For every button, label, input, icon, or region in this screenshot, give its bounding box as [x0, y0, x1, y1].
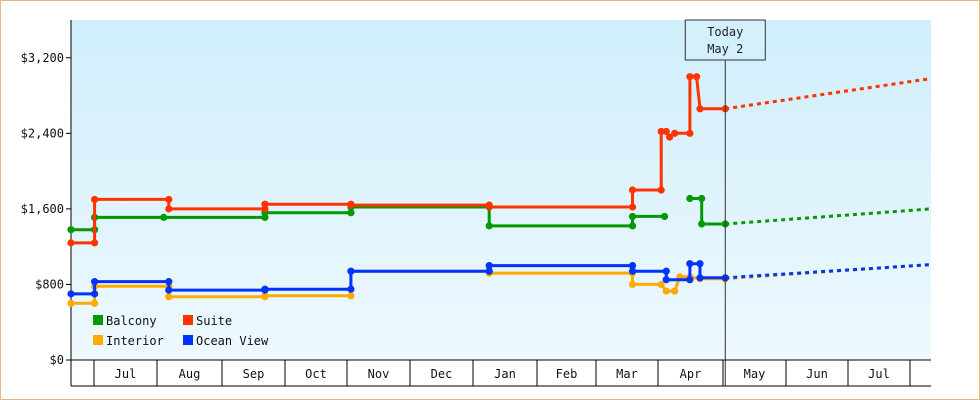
y-tick-label: $800 [35, 277, 64, 291]
x-tick-label: Jul [868, 367, 890, 381]
data-point-suite [67, 239, 75, 247]
x-tick-label: Nov [368, 367, 390, 381]
data-point-interior [261, 292, 269, 300]
x-tick-label: Sep [243, 367, 265, 381]
today-label: Today [707, 25, 743, 39]
data-point-balcony [686, 194, 694, 203]
data-point-ocean-view [67, 290, 75, 298]
data-point-suite [91, 195, 99, 204]
data-point-ocean-view [628, 267, 637, 275]
y-tick-label: $0 [50, 353, 64, 367]
data-point-interior [67, 299, 75, 307]
forecast-line-ocean-view [725, 263, 932, 280]
data-point-balcony [347, 209, 355, 217]
data-point-ocean-view [696, 260, 704, 268]
data-point-ocean-view [347, 285, 355, 293]
data-point-ocean-view [347, 267, 355, 275]
data-point-balcony [628, 222, 637, 230]
legend-swatch [93, 315, 103, 325]
data-point-ocean-view [485, 261, 493, 270]
legend-swatch [183, 335, 193, 345]
axes: $0 $800 $1,600 $2,400 $3,200 Jul Aug Sep Oct Nov D… [21, 20, 931, 387]
legend: Balcony Suite Interior Ocean View [93, 314, 269, 348]
data-point-balcony [485, 222, 493, 230]
data-point-suite [485, 203, 493, 211]
data-point-suite [91, 239, 99, 247]
data-point-suite [671, 129, 679, 137]
data-point-ocean-view [165, 278, 173, 286]
x-tick-label: Jul [115, 367, 137, 381]
data-point-interior [671, 287, 679, 295]
today-box [684, 19, 766, 61]
forecast-line-suite [725, 77, 932, 111]
x-tick-label: Mar [616, 367, 638, 381]
data-point-suite [165, 195, 173, 204]
data-point-suite [628, 203, 637, 211]
today-marker: Today May 2 [684, 19, 766, 386]
data-point-suite [696, 105, 704, 113]
data-point-interior [628, 280, 637, 289]
data-point-suite [657, 186, 665, 194]
x-tick-label: Oct [305, 367, 327, 381]
forecast-line-balcony [725, 207, 932, 226]
series-layer [67, 73, 932, 307]
x-tick-label: Jun [806, 367, 828, 381]
plot-background [71, 20, 931, 360]
x-tick-label: May [744, 367, 766, 381]
data-point-ocean-view [485, 267, 493, 275]
x-tick-label: Aug [179, 367, 201, 381]
data-point-balcony [698, 220, 706, 228]
data-point-suite [347, 201, 355, 209]
x-tick-label: Dec [431, 367, 453, 381]
x-tick-label: Feb [556, 367, 578, 381]
data-point-interior [657, 280, 665, 289]
data-point-ocean-view [91, 278, 99, 286]
data-point-balcony [660, 212, 669, 221]
data-point-balcony [628, 212, 637, 221]
data-point-ocean-view [165, 286, 173, 294]
data-point-suite [662, 127, 670, 136]
data-point-suite [686, 129, 694, 137]
y-tick-label: $1,600 [21, 202, 64, 216]
data-point-suite [628, 186, 637, 194]
data-point-ocean-view [662, 267, 670, 275]
data-point-balcony [698, 194, 706, 203]
data-point-interior [91, 299, 99, 307]
data-point-suite [686, 73, 694, 81]
data-point-suite [693, 73, 701, 81]
data-point-interior [662, 287, 670, 295]
y-tick-label: $3,200 [21, 51, 64, 65]
series-line-balcony [689, 197, 726, 226]
legend-swatch [93, 335, 103, 345]
data-point-interior [347, 292, 355, 300]
data-point-ocean-view [261, 285, 269, 293]
data-point-suite [165, 205, 173, 213]
data-point-interior [165, 293, 173, 301]
data-point-balcony [67, 226, 75, 234]
today-date: May 2 [707, 42, 743, 56]
x-tick-label: Jan [494, 367, 516, 381]
series-suite [67, 73, 932, 247]
legend-label: Ocean View [196, 334, 269, 348]
data-point-suite [666, 133, 674, 141]
data-point-balcony [160, 213, 168, 221]
data-point-ocean-view [91, 290, 99, 298]
legend-label: Balcony [106, 314, 157, 328]
data-point-ocean-view [628, 261, 637, 270]
data-point-suite [657, 127, 665, 136]
legend-label: Interior [106, 334, 164, 348]
data-point-ocean-view [662, 276, 670, 284]
series-ocean-view [67, 260, 932, 298]
legend-swatch [183, 315, 193, 325]
legend-label: Suite [196, 314, 232, 328]
data-point-ocean-view [686, 260, 694, 268]
data-point-ocean-view [686, 276, 694, 284]
data-point-suite [261, 200, 269, 208]
x-tick-label: Apr [680, 367, 702, 381]
y-tick-label: $2,400 [21, 126, 64, 140]
data-point-ocean-view [696, 274, 704, 282]
